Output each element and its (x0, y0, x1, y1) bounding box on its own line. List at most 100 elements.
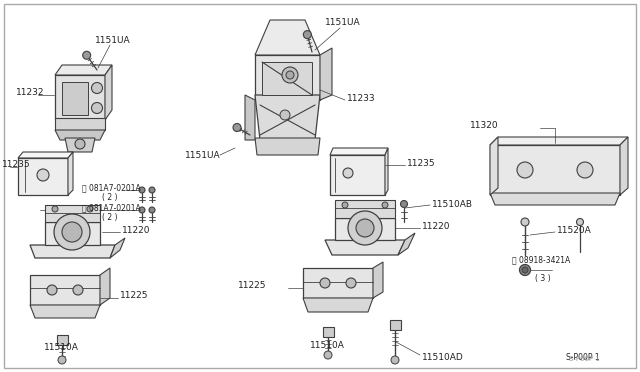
Circle shape (87, 206, 93, 212)
Circle shape (520, 264, 531, 276)
Polygon shape (385, 148, 388, 195)
Text: 11232: 11232 (16, 87, 45, 96)
Polygon shape (325, 240, 405, 255)
Circle shape (139, 207, 145, 213)
Polygon shape (373, 262, 383, 298)
Text: 11510A: 11510A (310, 340, 345, 350)
Polygon shape (110, 238, 125, 258)
Circle shape (54, 214, 90, 250)
Text: S-P00P 1: S-P00P 1 (569, 356, 600, 362)
Text: 11220: 11220 (122, 225, 150, 234)
Polygon shape (323, 327, 334, 337)
Polygon shape (398, 233, 415, 255)
Text: 11320: 11320 (470, 121, 499, 129)
Circle shape (348, 211, 382, 245)
Polygon shape (303, 298, 373, 312)
Text: Ⓝ 08918-3421A: Ⓝ 08918-3421A (512, 256, 570, 264)
Polygon shape (57, 335, 68, 345)
Polygon shape (45, 222, 100, 245)
Text: 11220: 11220 (422, 221, 451, 231)
Polygon shape (335, 218, 395, 240)
Text: ( 2 ): ( 2 ) (102, 212, 118, 221)
Circle shape (577, 218, 584, 225)
Polygon shape (620, 137, 628, 195)
Polygon shape (320, 48, 332, 100)
Text: Ⓑ 081A7-0201A: Ⓑ 081A7-0201A (82, 183, 141, 192)
Circle shape (401, 201, 408, 208)
Circle shape (343, 168, 353, 178)
Polygon shape (490, 137, 498, 195)
Polygon shape (255, 55, 320, 100)
Circle shape (382, 202, 388, 208)
Polygon shape (55, 75, 105, 120)
Polygon shape (335, 200, 395, 218)
Polygon shape (68, 152, 73, 195)
Text: 11510AD: 11510AD (422, 353, 464, 362)
Polygon shape (62, 82, 88, 115)
Circle shape (58, 356, 66, 364)
Text: 1151UA: 1151UA (325, 17, 360, 26)
Polygon shape (65, 138, 95, 152)
Text: 11235: 11235 (407, 158, 436, 167)
Circle shape (303, 31, 311, 39)
Circle shape (521, 218, 529, 226)
Polygon shape (18, 152, 73, 158)
Circle shape (73, 285, 83, 295)
Polygon shape (18, 158, 68, 195)
Text: 11225: 11225 (238, 282, 266, 291)
Text: 11510AB: 11510AB (432, 199, 473, 208)
Circle shape (324, 351, 332, 359)
Circle shape (92, 83, 102, 93)
Polygon shape (490, 137, 628, 145)
Circle shape (342, 202, 348, 208)
Circle shape (233, 124, 241, 131)
Polygon shape (45, 205, 100, 222)
Circle shape (47, 285, 57, 295)
Text: ( 3 ): ( 3 ) (535, 273, 550, 282)
Text: 11520A: 11520A (557, 225, 592, 234)
Circle shape (391, 356, 399, 364)
Circle shape (346, 278, 356, 288)
Text: 1151UA: 1151UA (185, 151, 221, 160)
Text: Ⓑ 081A7-0201A: Ⓑ 081A7-0201A (82, 203, 141, 212)
Circle shape (356, 219, 374, 237)
Polygon shape (245, 95, 255, 140)
Polygon shape (30, 275, 100, 305)
Circle shape (52, 206, 58, 212)
Text: 11510A: 11510A (44, 343, 79, 353)
Text: ( 2 ): ( 2 ) (102, 192, 118, 202)
Text: 11225: 11225 (120, 292, 148, 301)
Circle shape (517, 162, 533, 178)
Circle shape (37, 169, 49, 181)
Polygon shape (303, 268, 373, 298)
Circle shape (75, 139, 85, 149)
Circle shape (83, 51, 91, 59)
Polygon shape (490, 193, 620, 205)
Polygon shape (262, 62, 312, 95)
Polygon shape (330, 148, 388, 155)
Polygon shape (30, 305, 100, 318)
Polygon shape (100, 268, 110, 305)
Polygon shape (490, 145, 620, 195)
Polygon shape (255, 138, 320, 155)
Text: 11233: 11233 (347, 93, 376, 103)
Circle shape (149, 207, 155, 213)
Polygon shape (255, 20, 320, 55)
Polygon shape (30, 245, 115, 258)
Circle shape (286, 71, 294, 79)
Text: 11235: 11235 (2, 160, 31, 169)
Circle shape (149, 187, 155, 193)
Circle shape (139, 187, 145, 193)
Circle shape (62, 222, 82, 242)
Polygon shape (255, 95, 320, 140)
Circle shape (577, 162, 593, 178)
Circle shape (282, 67, 298, 83)
Polygon shape (55, 118, 105, 130)
Polygon shape (105, 65, 112, 120)
Text: S-P00P 1: S-P00P 1 (566, 353, 600, 362)
Polygon shape (55, 130, 105, 140)
Circle shape (92, 103, 102, 113)
Polygon shape (390, 320, 401, 330)
Circle shape (522, 267, 528, 273)
Polygon shape (330, 155, 385, 195)
